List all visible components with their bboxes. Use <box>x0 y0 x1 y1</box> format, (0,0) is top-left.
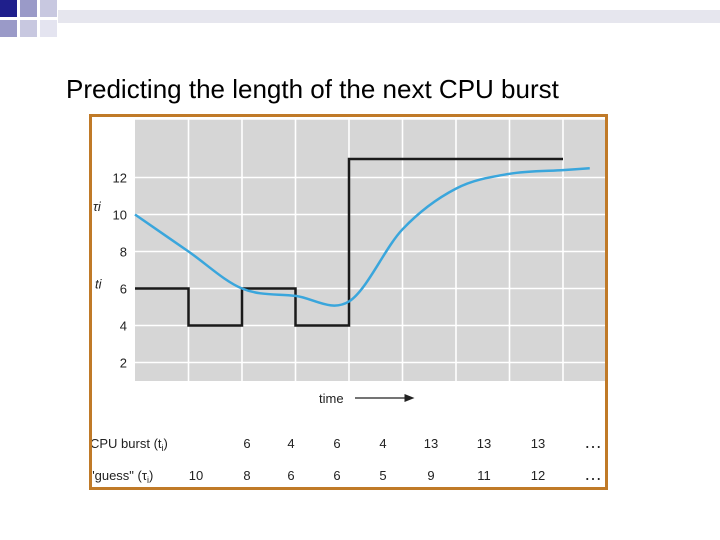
corner-square-1 <box>0 0 17 17</box>
corner-square-5 <box>40 0 57 17</box>
table-cell-guess: 11 <box>477 468 491 483</box>
y-tick-label: 8 <box>120 245 127 260</box>
y-axis-label-t: ti <box>95 277 103 292</box>
table-row-label-cpu-burst: CPU burst (ti) <box>92 436 168 453</box>
table-ellipsis: … <box>584 464 602 484</box>
table-row-label-guess: "guess" (τi) <box>92 468 153 485</box>
table-cell-cpu-burst: 13 <box>477 436 491 451</box>
table-cell-cpu-burst: 13 <box>424 436 438 451</box>
header-rule <box>58 10 720 23</box>
table-cell-cpu-burst: 4 <box>287 436 294 451</box>
y-tick-label: 4 <box>120 319 127 334</box>
table-cell-guess: 12 <box>531 468 545 483</box>
time-arrow-head <box>404 394 415 402</box>
table-cell-cpu-burst: 4 <box>379 436 386 451</box>
chart-frame: 2 4 6 8 10 12 τi ti time CPU burst (ti) "guess" (τ… <box>89 114 608 490</box>
table-cell-guess: 5 <box>379 468 386 483</box>
table-cell-cpu-burst: 6 <box>333 436 340 451</box>
plot-area <box>135 119 605 381</box>
table-cell-cpu-burst: 6 <box>243 436 250 451</box>
table-ellipsis: … <box>584 432 602 452</box>
y-tick-label: 10 <box>113 208 127 223</box>
series-line-ti <box>135 157 563 327</box>
table-cell-guess: 9 <box>427 468 434 483</box>
table-cell-cpu-burst: 13 <box>531 436 545 451</box>
table-cell-guess: 6 <box>333 468 340 483</box>
y-axis-label-tau: τi <box>93 199 102 214</box>
slide-title: Predicting the length of the next CPU bu… <box>66 74 559 104</box>
corner-square-6 <box>40 20 57 37</box>
table-cell-guess: 10 <box>189 468 203 483</box>
corner-square-3 <box>0 20 17 37</box>
y-tick-label: 12 <box>113 171 127 186</box>
burst-prediction-chart: 2 4 6 8 10 12 τi ti time CPU burst (ti) "guess" (τ… <box>92 118 605 485</box>
series-line-tau <box>134 167 590 307</box>
corner-square-2 <box>20 0 37 17</box>
corner-square-4 <box>20 20 37 37</box>
x-axis-label: time <box>319 391 344 406</box>
y-tick-label: 2 <box>120 356 127 371</box>
y-tick-label: 6 <box>120 282 127 297</box>
table-cell-guess: 6 <box>287 468 294 483</box>
table-cell-guess: 8 <box>243 468 250 483</box>
